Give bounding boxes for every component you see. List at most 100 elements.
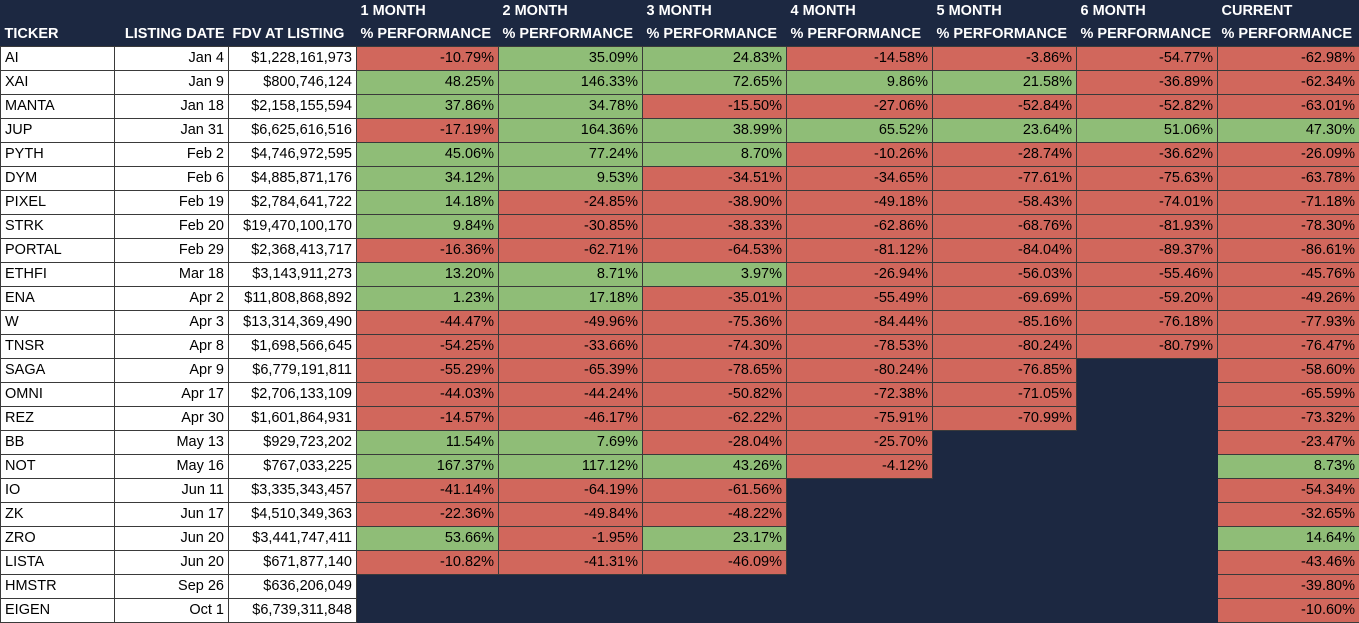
- cell-ticker[interactable]: BB: [1, 431, 115, 455]
- cell-current[interactable]: -49.26%: [1218, 287, 1359, 311]
- cell-month-2[interactable]: 117.12%: [499, 455, 643, 479]
- cell-ticker[interactable]: NOT: [1, 455, 115, 479]
- cell-listing-date[interactable]: Apr 2: [115, 287, 229, 311]
- cell-month-1[interactable]: 34.12%: [357, 167, 499, 191]
- cell-month-6[interactable]: -74.01%: [1077, 191, 1218, 215]
- cell-month-1[interactable]: -54.25%: [357, 335, 499, 359]
- cell-month-5[interactable]: -71.05%: [933, 383, 1077, 407]
- cell-listing-date[interactable]: Feb 6: [115, 167, 229, 191]
- cell-listing-date[interactable]: Sep 26: [115, 575, 229, 599]
- cell-current[interactable]: 47.30%: [1218, 119, 1359, 143]
- cell-month-2[interactable]: -49.84%: [499, 503, 643, 527]
- cell-fdv[interactable]: $11,808,868,892: [229, 287, 357, 311]
- cell-month-1[interactable]: 37.86%: [357, 95, 499, 119]
- cell-fdv[interactable]: $19,470,100,170: [229, 215, 357, 239]
- cell-month-3[interactable]: -64.53%: [643, 239, 787, 263]
- cell-ticker[interactable]: ETHFI: [1, 263, 115, 287]
- cell-ticker[interactable]: ZK: [1, 503, 115, 527]
- cell-listing-date[interactable]: Apr 3: [115, 311, 229, 335]
- cell-month-1[interactable]: 53.66%: [357, 527, 499, 551]
- cell-fdv[interactable]: $13,314,369,490: [229, 311, 357, 335]
- cell-month-4[interactable]: -14.58%: [787, 47, 933, 71]
- cell-ticker[interactable]: ENA: [1, 287, 115, 311]
- cell-month-2[interactable]: -33.66%: [499, 335, 643, 359]
- cell-month-5[interactable]: -3.86%: [933, 47, 1077, 71]
- cell-month-4[interactable]: -62.86%: [787, 215, 933, 239]
- cell-current[interactable]: -86.61%: [1218, 239, 1359, 263]
- cell-month-2[interactable]: -46.17%: [499, 407, 643, 431]
- cell-fdv[interactable]: $2,368,413,717: [229, 239, 357, 263]
- cell-month-1[interactable]: 11.54%: [357, 431, 499, 455]
- cell-fdv[interactable]: $6,779,191,811: [229, 359, 357, 383]
- cell-ticker[interactable]: SAGA: [1, 359, 115, 383]
- cell-month-4[interactable]: -25.70%: [787, 431, 933, 455]
- cell-listing-date[interactable]: May 13: [115, 431, 229, 455]
- cell-fdv[interactable]: $1,698,566,645: [229, 335, 357, 359]
- cell-current[interactable]: -76.47%: [1218, 335, 1359, 359]
- cell-month-2[interactable]: 77.24%: [499, 143, 643, 167]
- cell-listing-date[interactable]: Oct 1: [115, 599, 229, 623]
- cell-current[interactable]: -10.60%: [1218, 599, 1359, 623]
- cell-month-1[interactable]: -22.36%: [357, 503, 499, 527]
- cell-fdv[interactable]: $1,228,161,973: [229, 47, 357, 71]
- cell-month-2[interactable]: -44.24%: [499, 383, 643, 407]
- cell-month-4[interactable]: -26.94%: [787, 263, 933, 287]
- cell-month-3[interactable]: 24.83%: [643, 47, 787, 71]
- cell-fdv[interactable]: $671,877,140: [229, 551, 357, 575]
- cell-current[interactable]: -62.98%: [1218, 47, 1359, 71]
- cell-month-5[interactable]: 21.58%: [933, 71, 1077, 95]
- cell-fdv[interactable]: $1,601,864,931: [229, 407, 357, 431]
- cell-current[interactable]: -26.09%: [1218, 143, 1359, 167]
- cell-month-2[interactable]: 7.69%: [499, 431, 643, 455]
- cell-month-4[interactable]: -72.38%: [787, 383, 933, 407]
- cell-listing-date[interactable]: Feb 20: [115, 215, 229, 239]
- cell-month-6[interactable]: -36.62%: [1077, 143, 1218, 167]
- cell-ticker[interactable]: LISTA: [1, 551, 115, 575]
- cell-month-2[interactable]: -24.85%: [499, 191, 643, 215]
- cell-current[interactable]: -39.80%: [1218, 575, 1359, 599]
- cell-month-3[interactable]: -61.56%: [643, 479, 787, 503]
- cell-month-1[interactable]: 1.23%: [357, 287, 499, 311]
- cell-listing-date[interactable]: Apr 30: [115, 407, 229, 431]
- cell-month-3[interactable]: 72.65%: [643, 71, 787, 95]
- cell-ticker[interactable]: PORTAL: [1, 239, 115, 263]
- cell-month-3[interactable]: -78.65%: [643, 359, 787, 383]
- cell-listing-date[interactable]: Feb 2: [115, 143, 229, 167]
- cell-month-5[interactable]: -70.99%: [933, 407, 1077, 431]
- cell-fdv[interactable]: $4,510,349,363: [229, 503, 357, 527]
- cell-listing-date[interactable]: Apr 9: [115, 359, 229, 383]
- cell-month-1[interactable]: -55.29%: [357, 359, 499, 383]
- cell-current[interactable]: -32.65%: [1218, 503, 1359, 527]
- cell-month-2[interactable]: 146.33%: [499, 71, 643, 95]
- cell-fdv[interactable]: $3,441,747,411: [229, 527, 357, 551]
- cell-month-6[interactable]: -54.77%: [1077, 47, 1218, 71]
- cell-month-4[interactable]: -81.12%: [787, 239, 933, 263]
- cell-current[interactable]: -63.01%: [1218, 95, 1359, 119]
- cell-month-1[interactable]: -44.47%: [357, 311, 499, 335]
- cell-current[interactable]: 8.73%: [1218, 455, 1359, 479]
- cell-fdv[interactable]: $2,706,133,109: [229, 383, 357, 407]
- cell-month-1[interactable]: 45.06%: [357, 143, 499, 167]
- cell-ticker[interactable]: HMSTR: [1, 575, 115, 599]
- cell-month-2[interactable]: -64.19%: [499, 479, 643, 503]
- cell-listing-date[interactable]: Jan 31: [115, 119, 229, 143]
- cell-month-3[interactable]: 43.26%: [643, 455, 787, 479]
- cell-month-3[interactable]: 38.99%: [643, 119, 787, 143]
- cell-month-2[interactable]: -41.31%: [499, 551, 643, 575]
- cell-listing-date[interactable]: Jun 20: [115, 527, 229, 551]
- cell-month-4[interactable]: -10.26%: [787, 143, 933, 167]
- cell-ticker[interactable]: DYM: [1, 167, 115, 191]
- cell-month-1[interactable]: -16.36%: [357, 239, 499, 263]
- cell-ticker[interactable]: AI: [1, 47, 115, 71]
- cell-month-6[interactable]: -81.93%: [1077, 215, 1218, 239]
- cell-ticker[interactable]: MANTA: [1, 95, 115, 119]
- cell-month-5[interactable]: 23.64%: [933, 119, 1077, 143]
- cell-month-2[interactable]: 164.36%: [499, 119, 643, 143]
- cell-current[interactable]: -78.30%: [1218, 215, 1359, 239]
- cell-fdv[interactable]: $3,143,911,273: [229, 263, 357, 287]
- cell-current[interactable]: -54.34%: [1218, 479, 1359, 503]
- cell-month-5[interactable]: -52.84%: [933, 95, 1077, 119]
- cell-month-2[interactable]: -1.95%: [499, 527, 643, 551]
- cell-month-4[interactable]: -78.53%: [787, 335, 933, 359]
- cell-current[interactable]: -23.47%: [1218, 431, 1359, 455]
